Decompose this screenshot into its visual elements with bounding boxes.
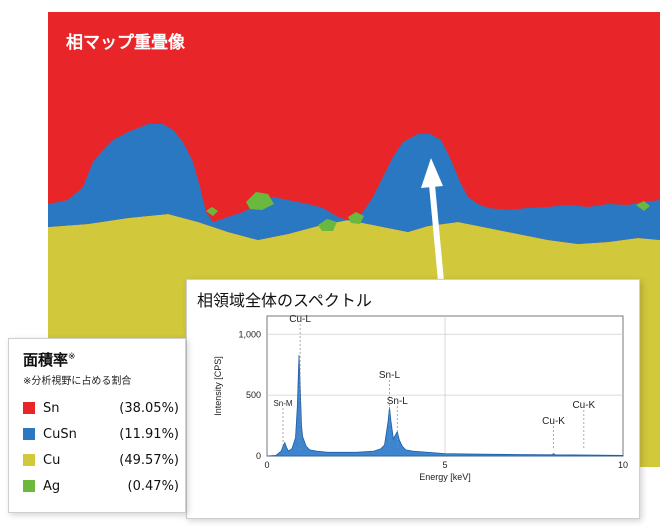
x-axis-label: Energy [keV]	[419, 472, 471, 482]
legend-note: ※分析視野に占める割合	[23, 376, 132, 387]
area-ratio-legend: 面積率※ ※分析視野に占める割合 Sn (38.05%) CuSn (11.91…	[8, 338, 186, 513]
y-axis-label: Intensity [CPS]	[213, 356, 223, 416]
legend-item-value: (49.57%)	[119, 452, 179, 468]
legend-item-cu: Cu (49.57%)	[23, 451, 179, 469]
legend-item-value: (38.05%)	[119, 400, 179, 416]
legend-item-sn: Sn (38.05%)	[23, 399, 179, 417]
legend-item-value: (11.91%)	[119, 426, 179, 442]
spectrum-series-fill	[266, 354, 624, 457]
cu-swatch	[23, 454, 35, 466]
spectrum-chart: 0 500 1,000 0 5 10 Cu-L Sn-M Sn-L Sn-L Cu-K Cu-K E…	[213, 314, 628, 482]
peak-label: Sn-L	[387, 396, 409, 407]
cusn-phase-region	[48, 124, 660, 244]
legend-title: 面積率※	[23, 349, 76, 370]
phase-map-title: 相マップ重畳像	[66, 33, 185, 53]
peak-label: Cu-L	[289, 314, 311, 325]
legend-item-cusn: CuSn (11.91%)	[23, 425, 179, 443]
legend-item-name: Ag	[43, 478, 61, 494]
legend-item-name: Sn	[43, 400, 60, 416]
x-tick-label: 5	[442, 460, 447, 470]
y-tick-label: 500	[246, 390, 261, 400]
x-tick-label: 0	[264, 460, 269, 470]
peak-label: Sn-L	[379, 370, 401, 381]
x-tick-label: 10	[618, 460, 628, 470]
sn-swatch	[23, 402, 35, 414]
ag-swatch	[23, 480, 35, 492]
legend-item-name: CuSn	[43, 426, 77, 442]
cusn-swatch	[23, 428, 35, 440]
ag-phase-region	[206, 192, 650, 231]
legend-item-ag: Ag (0.47%)	[23, 477, 179, 495]
y-tick-label: 1,000	[238, 329, 261, 339]
spectrum-title: 相領域全体のスペクトル	[197, 291, 372, 310]
legend-title-mark: ※	[68, 352, 76, 362]
legend-title-text: 面積率	[23, 351, 69, 369]
y-tick-label: 0	[256, 451, 261, 461]
legend-item-value: (0.47%)	[127, 478, 179, 494]
peak-label: Cu-K	[572, 400, 595, 411]
spectrum-panel: 0 500 1,000 0 5 10 Cu-L Sn-M Sn-L Sn-L Cu-K Cu-K E…	[186, 279, 640, 519]
legend-item-name: Cu	[43, 452, 61, 468]
peak-label: Cu-K	[542, 416, 565, 427]
peak-label: Sn-M	[273, 399, 292, 408]
